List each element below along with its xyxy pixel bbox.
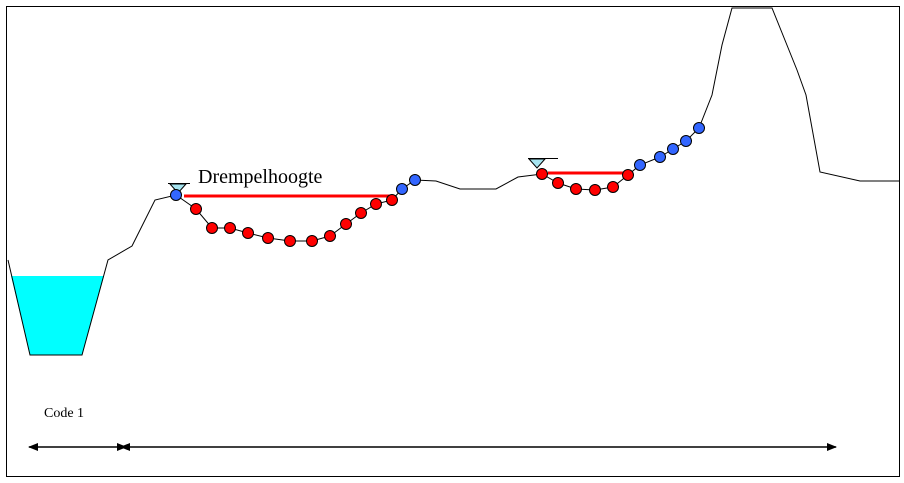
threshold-label: Drempelhoogte: [198, 166, 323, 188]
water-level-marker-right: [527, 158, 558, 169]
high-point-24: [680, 135, 692, 147]
low-point-11: [370, 198, 382, 210]
high-point-21: [634, 159, 646, 171]
low-point-15: [536, 168, 548, 180]
low-point-20: [622, 169, 634, 181]
profile-points: [170, 122, 705, 247]
low-point-6: [284, 235, 296, 247]
high-point-14: [409, 174, 421, 186]
low-point-18: [589, 184, 601, 196]
low-point-4: [242, 227, 254, 239]
low-point-3: [224, 222, 236, 234]
low-point-1: [190, 203, 202, 215]
low-point-16: [552, 177, 564, 189]
high-point-25: [693, 122, 705, 134]
ground-profile-line: [7, 7, 899, 356]
water-level-marker-left: [168, 183, 190, 194]
high-point-22: [654, 151, 666, 163]
high-point-0: [170, 189, 182, 201]
low-point-8: [324, 230, 336, 242]
low-point-5: [262, 232, 274, 244]
ditch-water: [11, 276, 104, 355]
low-point-12: [386, 194, 398, 206]
low-point-19: [607, 181, 619, 193]
low-point-7: [306, 235, 318, 247]
high-point-13: [396, 183, 408, 195]
low-point-17: [570, 183, 582, 195]
code-label: Code 1: [44, 406, 84, 421]
low-point-9: [340, 218, 352, 230]
low-point-2: [206, 222, 218, 234]
high-point-23: [667, 143, 679, 155]
diagram-frame: [6, 6, 900, 477]
low-point-10: [355, 207, 367, 219]
